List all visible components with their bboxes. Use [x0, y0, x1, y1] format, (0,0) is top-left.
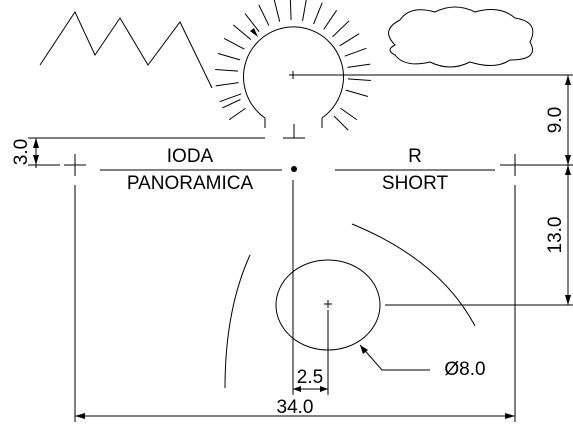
- sun-ray: [222, 99, 241, 109]
- sun-ray: [347, 63, 371, 68]
- dimension-text: Ø8.0: [444, 359, 485, 380]
- dimension-text: 13.0: [545, 217, 566, 254]
- dimension-text: 9.0: [545, 107, 566, 133]
- dimension-text: 3.0: [11, 139, 32, 165]
- label: PANORAMICA: [127, 173, 254, 194]
- cloud: [388, 6, 534, 68]
- label: IODA: [167, 146, 214, 167]
- sun-ray: [302, 0, 307, 21]
- sun-ray: [244, 13, 260, 32]
- sun-ray: [219, 93, 242, 103]
- center-dot: [291, 166, 297, 172]
- leader: [359, 344, 430, 371]
- sun-ray: [347, 78, 371, 81]
- sun-ray: [332, 20, 350, 38]
- arc: [351, 223, 476, 327]
- mountains: [39, 10, 213, 89]
- dimension-text: 34.0: [277, 397, 314, 418]
- artwork: [28, 0, 573, 422]
- sun-rays: [215, 0, 371, 131]
- sun-ray: [323, 10, 338, 30]
- sun-ray: [258, 4, 270, 26]
- sun-ray: [228, 107, 246, 121]
- sun-ray: [313, 2, 323, 25]
- sun-ray: [273, 0, 281, 22]
- label: R: [408, 146, 422, 167]
- dimension-text: 2.5: [297, 367, 323, 388]
- sun-ray: [215, 69, 239, 72]
- sun-ray: [223, 37, 245, 50]
- sun-ray: [340, 107, 358, 121]
- sun-ray: [217, 53, 241, 61]
- sun-ray: [345, 89, 369, 97]
- sun-ray: [232, 24, 252, 41]
- label: SHORT: [382, 173, 449, 194]
- arc: [224, 254, 251, 389]
- arrowheads: [33, 28, 571, 419]
- sun-ray: [344, 47, 367, 57]
- sun-ray: [339, 33, 360, 47]
- sun: [243, 26, 344, 128]
- sun-ray: [333, 115, 349, 131]
- sun-ray: [289, 0, 292, 21]
- sun-ray: [215, 82, 239, 87]
